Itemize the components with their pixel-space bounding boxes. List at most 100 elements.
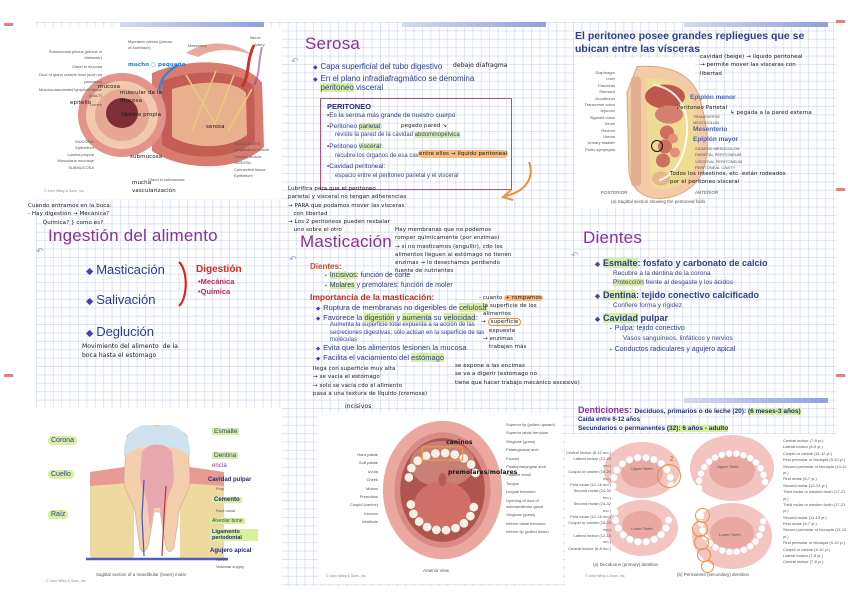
list-item: First premolar or bicuspid (9-10 yr.) <box>783 540 846 546</box>
wall-labels-left-bottom: MUCOSA: Epithelium Lamina propria Musculari… <box>38 139 94 171</box>
diamond-bullet-icon: ◆ <box>316 306 321 312</box>
wall-labels-left-top: Submucosal plexus (plexus of Meissner) Gl… <box>38 49 102 110</box>
list-item: First molar (6-7 yr.) <box>783 476 817 482</box>
slide-mouth-diagram[interactable]: Hard palate Soft palate Uvula Cheek Molars Pr… <box>318 412 562 584</box>
square-bullet-icon: ▪ <box>610 327 612 332</box>
tooth-label-cavidad-pulpar: Cavidad pulpar <box>208 477 252 483</box>
slide-dientes[interactable]: Dientes ↶ ◆ Esmalte: fosfato y carbonato… <box>565 222 848 396</box>
slide-title-masticacion: Masticación <box>300 232 392 251</box>
square-bullet-icon: ▪ <box>325 274 327 279</box>
handwriting-serosa: serosa <box>206 124 225 130</box>
list-item: Superior lip (pulled upward) <box>506 422 555 427</box>
list-item: Duct of gland outside tract (such as pan… <box>39 72 102 84</box>
mouth-caption: Anterior view <box>423 568 450 573</box>
list-item: pasa a una textura de líquido (cremosa) <box>313 390 428 397</box>
slide-peritoneal-folds[interactable]: El peritoneo posee grandes repliegues qu… <box>565 22 848 214</box>
dientes-item-1: ▪ Incisivos: función de corte <box>325 272 410 279</box>
list-item: •Química <box>198 286 231 296</box>
dientes-bullet-2a: Confiere forma y rigidez <box>613 302 682 309</box>
text-segment: • <box>327 123 330 130</box>
dientes-bullet-1-text: Esmalte: fosfato y carbonato de calcio <box>602 258 768 268</box>
handwriting-cavidad-beige: cavidad (beige) → líquido peritoneal → pe… <box>700 53 803 78</box>
list-item: SIGMOID MESOCOLON <box>695 146 740 151</box>
text-segment: abdominopélvica <box>414 132 460 138</box>
importancia-item-4-text: Facilita el vaciamiento del estómago <box>323 353 445 362</box>
list-item: Uvula <box>367 468 378 474</box>
page-edge-mark <box>836 20 845 23</box>
list-item: Longitudinal muscle <box>234 147 270 153</box>
list-item: Lamina propria <box>67 151 94 157</box>
list-item: Gland in mucosa <box>71 63 102 69</box>
handwriting-encimas: se expone a las encimas se va a digerir (… <box>455 362 580 387</box>
peritoneo-box-title: PERITONEO <box>327 102 372 111</box>
handwriting-margin-3: alimentos <box>483 311 511 317</box>
list-item: Hay membranas que no podemos <box>395 227 492 233</box>
handwriting-deglucion: Movimiento del alimento de la boca hasta … <box>82 342 178 360</box>
dentition-charts-area: Central incisor (6-12 mo.) Lateral inciso… <box>565 434 848 594</box>
slide-top-bar <box>402 22 546 27</box>
text-segment: Peritoneo <box>329 143 359 150</box>
list-item: Jejunum <box>599 108 615 114</box>
list-item: tiene que hacer trabajo mecánico excesiv… <box>455 379 580 386</box>
text-segment: Peritoneo <box>329 123 359 130</box>
importancia-heading: Importancia de la masticación: <box>310 292 435 302</box>
text-segment: : tejido conectivo calcificado <box>636 290 760 300</box>
list-item: Gingivae (gums) <box>506 438 536 444</box>
text-segment: digestión <box>364 313 395 322</box>
text-segment: estómago <box>411 353 445 362</box>
dientes-subheading: Dientes: <box>310 262 342 271</box>
list-item: Vestibule <box>361 519 378 525</box>
list-item: Lingual frenulum <box>506 489 536 495</box>
swirl-decoration-icon: ↶ <box>289 254 297 264</box>
list-item: → solo se vacía cdo el alimento <box>313 382 403 389</box>
list-item: PERITONEAL CAVITY <box>695 165 736 171</box>
text-segment: : función de corte <box>356 272 411 279</box>
square-bullet-icon: ▪ <box>610 348 612 353</box>
ingestion-item-label: Masticación <box>96 262 165 277</box>
handwriting-debajo-diafragma: debajo diafragma <box>453 62 508 69</box>
list-item: Second molar (24-32 mo.) <box>573 501 611 513</box>
text-segment: frente al desgaste y los ácidos <box>643 279 733 286</box>
folds-label-transverse: TRANSVERSE MESOCOLON <box>693 114 721 126</box>
list-item: → se vacía el estómago <box>313 374 380 381</box>
tooth-label-agujero-apical: Agujero apical <box>210 548 252 554</box>
list-item: Central incisor (6-8 mo.) <box>568 545 611 551</box>
list-item: Sigmoid colon <box>589 114 615 120</box>
list-item: Second premolar or bicuspid (11-12 yr.) <box>783 527 847 539</box>
mouth-labels-right: Superior lip (pulled upward) Superior lab… <box>506 422 562 537</box>
handwriting-submucosa: submucosa <box>130 154 163 160</box>
handwriting-epitelio: epitelio <box>70 100 92 106</box>
annotation-circle <box>651 140 663 152</box>
text-segment: celulosa <box>459 303 487 312</box>
ingestion-item-label: Salivación <box>96 292 156 307</box>
digestion-items: •Mecánica •Química <box>198 277 234 297</box>
wall-label-myenteric: Myenteric plexus (plexus of Auerbach) <box>128 39 173 51</box>
list-item: Stomach <box>599 89 615 95</box>
permanent-labels: Central incisor (7-8 yr.) Lateral incisor… <box>783 438 847 566</box>
slide-serosa[interactable]: Serosa ↶ ◆ Capa superficial del tubo dig… <box>283 22 565 233</box>
slide-ingestion[interactable]: Cuando entramos en la boca: - Hay digesti… <box>28 200 282 395</box>
dientes-bullet-1: ◆ Esmalte: fosfato y carbonato de calcio <box>595 258 768 268</box>
dientes-bullet-1b: Protección frente al desgaste y los ácid… <box>613 279 733 286</box>
page-edge-mark <box>836 374 845 377</box>
handwriting-entre-ellos-liquido: entre ellos → líquido peritoneal <box>418 150 509 159</box>
list-item: se va a digerir (estómago no <box>455 371 538 378</box>
tooth-label-alveolar-bone: Alveolar bone <box>210 518 245 524</box>
slide-denticiones[interactable]: Denticiones: Deciduos, primarios o de le… <box>565 398 848 598</box>
slide-tooth-section[interactable]: Corona Cuello Raíz Esmalte Dentina encía… <box>36 408 282 586</box>
slide-gi-wall-diagram[interactable]: Submucosal plexus (plexus of Meissner) Gl… <box>36 27 282 199</box>
list-item: Química? } como es? <box>28 219 104 226</box>
importancia-item-4: ◆ Facilita el vaciamiento del estómago <box>316 353 445 362</box>
list-item: Cuspid (canine) <box>349 502 378 508</box>
list-item: fuente de nutrientes <box>395 268 454 275</box>
list-item: Cuando entramos en la boca: <box>28 203 112 209</box>
handwriting-margin-2: la superficie de los <box>483 303 537 309</box>
list-item: Cheek <box>366 477 378 483</box>
list-item: Liver <box>606 76 615 82</box>
dientes-bullet-3c-text: Conductos radiculares y agujero apical <box>614 346 736 353</box>
slide-masticacion[interactable]: Masticación ↶ Hay membranas que no podem… <box>283 222 580 412</box>
list-item: First molar (6-7 yr.) <box>783 521 817 527</box>
dientes-item-2: ▪ Molares y premolares: función de moler <box>325 282 453 289</box>
list-item: Urinary bladder <box>587 140 615 146</box>
list-item: Lateral incisor (8-9 yr.) <box>783 444 823 450</box>
